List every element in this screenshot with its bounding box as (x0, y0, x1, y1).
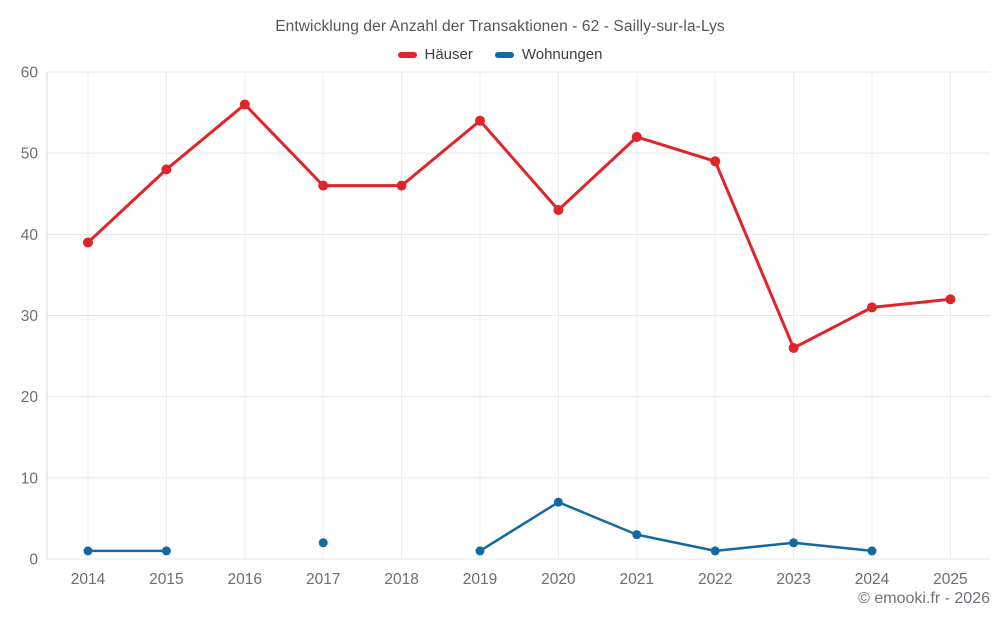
legend-label-haeuser: Häuser (424, 46, 473, 63)
data-point-haeuser-2025[interactable] (945, 294, 956, 305)
legend-item-wohnungen[interactable]: Wohnungen (494, 46, 603, 63)
y-tick-label: 30 (21, 308, 39, 325)
data-point-wohnungen-2024[interactable] (867, 546, 877, 556)
data-point-wohnungen-2017[interactable] (318, 538, 328, 548)
data-point-haeuser-2021[interactable] (631, 131, 642, 142)
chart-title: Entwicklung der Anzahl der Transaktionen… (275, 18, 725, 35)
legend-label-wohnungen: Wohnungen (521, 46, 603, 63)
data-point-haeuser-2017[interactable] (318, 180, 329, 191)
y-tick-label: 0 (29, 552, 38, 569)
x-tick-label: 2020 (541, 571, 576, 588)
x-tick-label: 2018 (384, 571, 418, 588)
x-tick-label: 2017 (306, 571, 340, 588)
y-tick-label: 10 (21, 470, 39, 487)
data-point-haeuser-2018[interactable] (396, 180, 407, 191)
y-tick-label: 20 (21, 389, 39, 406)
data-point-wohnungen-2019[interactable] (475, 546, 485, 556)
data-point-wohnungen-2014[interactable] (83, 546, 93, 556)
series-line-wohnungen (478, 500, 874, 553)
legend-swatch-wohnungen-icon (494, 51, 514, 58)
data-point-haeuser-2024[interactable] (867, 302, 877, 313)
chart-legend: Häuser Wohnungen (0, 46, 1000, 63)
data-point-haeuser-2016[interactable] (239, 99, 250, 110)
x-tick-label: 2022 (698, 571, 732, 588)
data-point-haeuser-2019[interactable] (475, 115, 485, 126)
data-point-haeuser-2022[interactable] (710, 156, 721, 167)
data-point-wohnungen-2022[interactable] (710, 546, 720, 556)
copyright-text: © emooki.fr - 2026 (858, 590, 990, 607)
x-tick-label: 2023 (776, 571, 810, 588)
x-tick-label: 2014 (71, 571, 106, 588)
y-tick-label: 50 (21, 146, 39, 163)
data-point-wohnungen-2023[interactable] (789, 538, 799, 548)
data-point-haeuser-2014[interactable] (83, 237, 93, 248)
data-point-haeuser-2020[interactable] (553, 204, 564, 215)
data-point-haeuser-2023[interactable] (788, 342, 799, 353)
data-point-wohnungen-2020[interactable] (553, 497, 563, 507)
x-tick-label: 2021 (620, 571, 654, 588)
y-tick-label: 40 (21, 227, 39, 244)
x-tick-label: 2024 (855, 571, 890, 588)
data-point-wohnungen-2015[interactable] (161, 546, 171, 556)
data-point-haeuser-2015[interactable] (161, 164, 172, 175)
x-tick-label: 2015 (149, 571, 183, 588)
legend-swatch-haeuser-icon (397, 51, 417, 58)
y-tick-label: 60 (21, 65, 39, 82)
x-tick-label: 2019 (463, 571, 497, 588)
x-tick-label: 2025 (933, 571, 967, 588)
data-point-wohnungen-2021[interactable] (632, 530, 642, 540)
legend-item-haeuser[interactable]: Häuser (397, 46, 473, 63)
x-tick-label: 2016 (228, 571, 262, 588)
series-line-haeuser (86, 102, 952, 350)
